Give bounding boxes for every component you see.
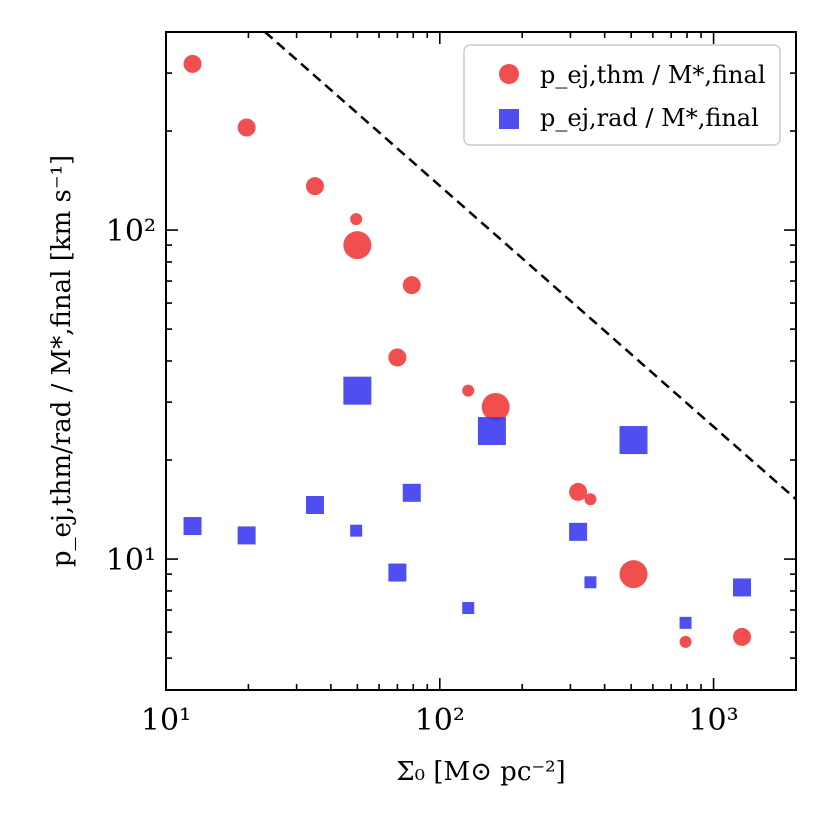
legend-label-rad: p_ej,rad / M*,final	[540, 104, 759, 132]
radiative-point	[584, 576, 597, 589]
legend-label-thm: p_ej,thm / M*,final	[540, 61, 766, 89]
radiative-point	[402, 483, 421, 502]
dashed-reference-line	[264, 32, 796, 501]
thermal-point	[569, 482, 588, 501]
legend: p_ej,thm / M*,final p_ej,rad / M*,final	[463, 44, 781, 146]
x-tick-label: 10²	[415, 703, 465, 738]
y-tick-label: 10²	[106, 214, 156, 249]
data-points	[183, 54, 752, 648]
radiative-point	[305, 496, 324, 515]
radiative-point	[733, 578, 752, 597]
radiative-point	[477, 417, 506, 446]
thermal-point	[388, 348, 407, 367]
thermal-point	[305, 177, 324, 196]
radiative-point	[183, 517, 202, 536]
thermal-point	[619, 560, 648, 589]
reference-line-group	[264, 32, 796, 501]
legend-box	[463, 44, 781, 146]
legend-marker-rad	[499, 109, 519, 129]
radiative-point	[569, 522, 588, 541]
radiative-point	[462, 602, 475, 615]
legend-marker-thm	[499, 64, 519, 84]
axis-ticks: 10¹ 10² 10³ 10¹ 10²	[106, 31, 797, 738]
radiative-point	[343, 376, 372, 405]
thermal-point	[462, 384, 475, 397]
thermal-point	[183, 54, 202, 73]
thermal-point	[679, 635, 692, 648]
plot-frame	[165, 31, 797, 691]
thermal-point	[402, 276, 421, 295]
x-tick-label: 10¹	[141, 703, 191, 738]
thermal-point	[350, 213, 363, 226]
thermal-point	[343, 231, 372, 260]
radiative-point	[388, 563, 407, 582]
thermal-point	[733, 627, 752, 646]
thermal-point	[584, 493, 597, 506]
thermal-point	[481, 392, 510, 421]
y-tick-label: 10¹	[106, 543, 156, 578]
radiative-point	[350, 524, 363, 537]
x-tick-label: 10³	[688, 703, 738, 738]
radiative-point	[619, 426, 648, 455]
thermal-point	[237, 118, 256, 137]
x-axis-label: Σ₀ [M⊙ pc⁻²]	[396, 757, 565, 787]
y-axis-label: p_ej,thm/rad / M*,final [km s⁻¹]	[47, 155, 77, 567]
radiative-point	[679, 616, 692, 629]
radiative-point	[237, 526, 256, 545]
